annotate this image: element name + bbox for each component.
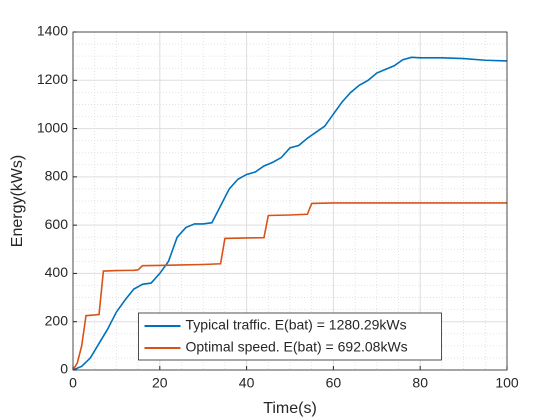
series-line — [72, 56, 508, 371]
x-tick-label: 0 — [69, 375, 77, 391]
y-tick-label: 400 — [45, 264, 69, 280]
y-tick-label: 1200 — [37, 71, 68, 87]
legend-box — [138, 312, 442, 361]
x-tick-label: 20 — [152, 375, 168, 391]
y-tick-label: 200 — [45, 312, 69, 328]
x-axis-label: Time(s) — [263, 400, 317, 417]
y-tick-label: 800 — [45, 168, 69, 184]
x-tick-label: 60 — [326, 375, 342, 391]
x-tick-label: 100 — [495, 375, 519, 391]
y-tick-label: 1400 — [37, 23, 68, 39]
legend-label: Optimal speed. E(bat) = 692.08kWs — [186, 339, 408, 355]
legend-label: Typical traffic. E(bat) = 1280.29kWs — [186, 317, 407, 333]
x-tick-label: 80 — [412, 375, 428, 391]
y-tick-label: 0 — [60, 361, 68, 377]
y-tick-label: 1000 — [37, 119, 68, 135]
y-tick-label: 600 — [45, 216, 69, 232]
y-axis-label: Energy(kWs) — [9, 155, 26, 247]
series-line — [72, 202, 507, 371]
axes-box — [72, 31, 508, 371]
x-tick-label: 40 — [239, 375, 255, 391]
